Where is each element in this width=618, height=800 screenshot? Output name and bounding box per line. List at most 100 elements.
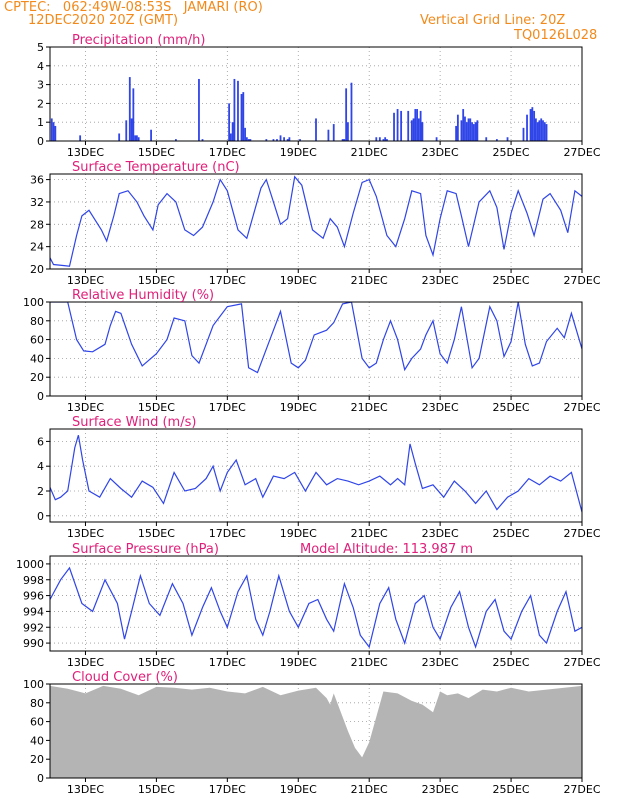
precipitation-bar <box>135 135 138 141</box>
surface-pressure-y-tick-label: 996 <box>23 590 44 603</box>
surface-wind-x-tick-label: 21DEC <box>351 527 388 540</box>
header-date: 12DEC2020 20Z (GMT) <box>28 13 179 28</box>
precipitation-y-tick-label: 5 <box>37 41 44 54</box>
cloud-cover-y-tick-label: 40 <box>30 734 44 747</box>
surface-pressure-line <box>50 566 582 649</box>
precipitation-bar <box>529 109 532 141</box>
precipitation-y-tick-label: 4 <box>37 60 44 73</box>
precipitation-bar <box>412 118 415 141</box>
precipitation-bar <box>198 78 200 141</box>
cloud-cover-panel: 0 20 40 60 80 100 13DEC 15DEC 17DEC 19DEC 21DEC 23D… <box>23 670 601 796</box>
precipitation-bar <box>242 92 245 141</box>
precipitation-bar <box>476 120 479 141</box>
surface-temperature-x-tick-label: 13DEC <box>67 274 104 287</box>
surface-wind-y-tick-label: 2 <box>37 485 44 498</box>
surface-temperature-line <box>50 175 582 267</box>
precipitation-bar <box>467 118 470 141</box>
header-model-code: TQ0126L028 <box>514 28 598 43</box>
surface-wind-x-tick-label: 27DEC <box>563 527 600 540</box>
surface-temperature-x-tick-label: 23DEC <box>422 274 459 287</box>
precipitation-bar <box>472 124 475 141</box>
precipitation-bar <box>414 109 417 141</box>
precipitation-bar <box>421 122 424 141</box>
surface-temperature-x-tick-label: 25DEC <box>493 274 530 287</box>
relative-humidity-y-tick-label: 20 <box>30 371 44 384</box>
surface-wind-x-tick-label: 13DEC <box>67 527 104 540</box>
relative-humidity-panel: 0 20 40 60 80 100 13DEC 15DEC 17DEC 19DEC 21DEC 23D… <box>23 288 601 414</box>
surface-temperature-y-tick-label: 28 <box>30 218 44 231</box>
surface-wind-x-tick-label: 17DEC <box>209 527 246 540</box>
surface-pressure-x-tick-label: 23DEC <box>422 656 459 669</box>
precipitation-bar <box>132 88 135 141</box>
precipitation-bar <box>52 122 55 141</box>
surface-wind-frame <box>49 428 583 523</box>
precipitation-bar <box>506 137 509 141</box>
relative-humidity-frame <box>49 301 583 397</box>
precipitation-bar <box>231 122 234 141</box>
surface-pressure-title: Surface Pressure (hPa) <box>72 542 219 557</box>
surface-pressure-x-tick-label: 21DEC <box>351 656 388 669</box>
surface-pressure-x-tick-label: 19DEC <box>280 656 317 669</box>
precipitation-bar <box>545 124 548 141</box>
surface-temperature-x-tick-label: 17DEC <box>209 274 246 287</box>
precipitation-bar <box>471 122 473 141</box>
precipitation-x-tick-label: 15DEC <box>138 146 175 159</box>
cloud-cover-x-tick-label: 19DEC <box>280 783 317 796</box>
precipitation-bar <box>283 137 285 141</box>
relative-humidity-line <box>50 302 582 374</box>
precipitation-bar <box>416 109 418 141</box>
precipitation-x-tick-label: 27DEC <box>563 146 600 159</box>
surface-pressure-y-tick-label: 1000 <box>16 558 44 571</box>
precipitation-bar <box>175 139 177 141</box>
header-location: CPTEC: 062:49W-08:53S JAMARI (RO) <box>4 0 263 15</box>
relative-humidity-y-tick-label: 60 <box>30 334 44 347</box>
cloud-cover-y-tick-label: 20 <box>30 753 44 766</box>
surface-wind-panel: 0 2 4 6 13DEC 15DEC 17DEC 19DEC 21DEC 23DEC 25DEC 2… <box>37 415 601 540</box>
surface-temperature-frame <box>49 173 583 270</box>
precipitation-x-tick-label: 23DEC <box>422 146 459 159</box>
relative-humidity-y-tick-label: 100 <box>23 296 44 309</box>
relative-humidity-x-tick-label: 19DEC <box>280 401 317 414</box>
precipitation-bar <box>382 139 385 141</box>
precipitation-bar <box>125 120 128 141</box>
precipitation-bar <box>341 139 344 141</box>
surface-pressure-y-tick-label: 990 <box>23 637 44 650</box>
precipitation-bar <box>347 122 349 141</box>
surface-pressure-frame <box>49 555 583 652</box>
cloud-cover-y-tick-label: 60 <box>30 716 44 729</box>
surface-temperature-x-tick-label: 15DEC <box>138 274 175 287</box>
relative-humidity-x-tick-label: 17DEC <box>209 401 246 414</box>
surface-pressure-y-tick-label: 992 <box>23 621 44 634</box>
surface-temperature-x-tick-label: 27DEC <box>563 274 600 287</box>
surface-temperature-x-tick-label: 21DEC <box>351 274 388 287</box>
precipitation-bar <box>386 139 388 141</box>
precipitation-y-tick-label: 0 <box>37 135 44 148</box>
precipitation-bar <box>315 118 317 141</box>
precipitation-x-tick-label: 25DEC <box>493 146 530 159</box>
precipitation-bar <box>474 122 477 141</box>
cloud-cover-y-tick-label: 80 <box>30 697 44 710</box>
precipitation-bar <box>462 109 465 141</box>
precipitation-bar <box>201 139 204 141</box>
surface-pressure-y-tick-label: 994 <box>23 605 44 618</box>
surface-pressure-x-tick-label: 13DEC <box>67 656 104 669</box>
surface-wind-line <box>50 435 582 513</box>
precipitation-bar <box>469 118 472 141</box>
precipitation-bar <box>419 110 422 141</box>
precipitation-bar <box>299 139 301 141</box>
precipitation-bar <box>485 137 488 141</box>
relative-humidity-x-tick-label: 27DEC <box>563 401 600 414</box>
precipitation-bar <box>244 127 246 141</box>
surface-temperature-grid <box>50 174 583 269</box>
surface-wind-x-tick-label: 25DEC <box>493 527 530 540</box>
precipitation-bar <box>233 78 236 141</box>
precipitation-bar <box>407 110 410 141</box>
precipitation-x-tick-label: 19DEC <box>280 146 317 159</box>
precipitation-bar <box>240 94 243 141</box>
relative-humidity-y-tick-label: 40 <box>30 352 44 365</box>
precipitation-bar <box>279 135 282 141</box>
precipitation-bar <box>150 129 152 141</box>
surface-wind-title: Surface Wind (m/s) <box>72 415 196 430</box>
surface-temperature-y-tick-label: 32 <box>30 196 44 209</box>
precipitation-bar <box>536 122 539 141</box>
